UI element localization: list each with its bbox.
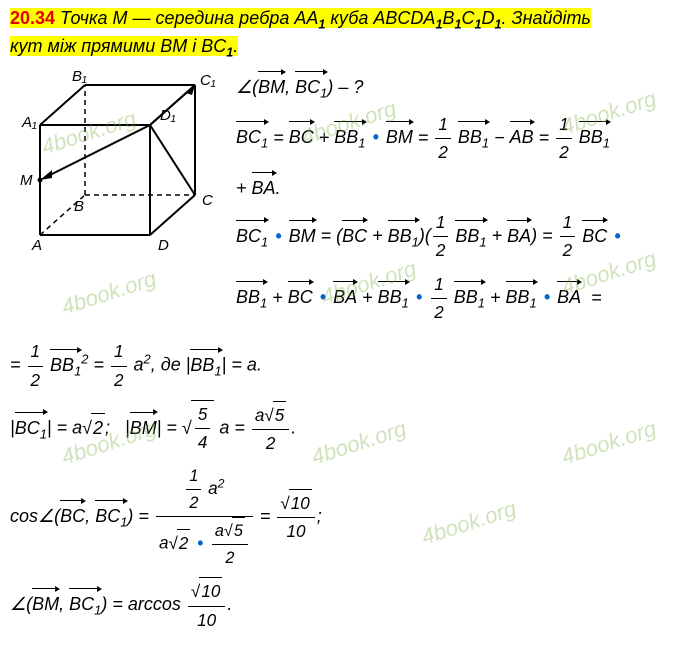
- math-right: ∠(BM, BC1) – ? BC1 = BC + BB1 • BM = 12 …: [230, 65, 685, 332]
- line4: BB1 + BC • BA + BB1 • 12 BB1 + BB1 • BA …: [236, 271, 685, 327]
- svg-text:B₁: B₁: [72, 68, 87, 85]
- svg-text:C₁: C₁: [200, 72, 216, 89]
- line3: BC1 • BM = (BC + BB1)(12 BB1 + BA) = 12 …: [236, 209, 685, 265]
- t1b: куба ABCDA: [325, 8, 435, 28]
- t1c: B: [442, 8, 454, 28]
- t1d: C: [461, 8, 474, 28]
- q-line: ∠(BM, BC1) – ?: [236, 71, 685, 104]
- svg-text:A₁: A₁: [21, 114, 37, 131]
- svg-text:D: D: [158, 237, 169, 254]
- line1: BC1 = BC + BB1 • BM = 12 BB1 − AB = 12 B…: [236, 111, 685, 167]
- problem-number: 20.34: [10, 8, 55, 28]
- problem-highlight: 20.34 Точка M — середина ребра AA1 куба …: [10, 8, 591, 28]
- svg-text:A: A: [31, 237, 42, 254]
- line5: = 12 BB12 = 12 a2, де |BB1| = a.: [10, 338, 685, 394]
- t2e: .: [233, 36, 238, 56]
- line8: ∠(BM, BC1) = arccos 1010.: [10, 577, 685, 634]
- svg-text:M: M: [20, 172, 33, 189]
- t2: кут між прямими BM і BC: [10, 36, 226, 56]
- problem-highlight-2: кут між прямими BM і BC1.: [10, 36, 238, 56]
- t1e: D: [482, 8, 495, 28]
- content-area: A D C B A₁ B₁ C₁ D₁ M ∠(BM, BC1) – ? BC1…: [0, 65, 695, 650]
- t1: Точка M — середина ребра AA: [55, 8, 318, 28]
- line7: cos∠(BC, BC1) = 12 a2 a2 • a52 = 1010;: [10, 463, 685, 571]
- t1end: . Знайдіть: [502, 8, 591, 28]
- problem-header: 20.34 Точка M — середина ребра AA1 куба …: [0, 0, 695, 65]
- svg-text:D₁: D₁: [160, 107, 176, 124]
- svg-text:C: C: [202, 192, 213, 209]
- line6: |BC1| = a2; |BM| = 54 a = a52.: [10, 400, 685, 457]
- svg-text:B: B: [74, 198, 84, 215]
- line2: + BA.: [236, 172, 685, 203]
- cube-diagram: A D C B A₁ B₁ C₁ D₁ M: [10, 65, 230, 255]
